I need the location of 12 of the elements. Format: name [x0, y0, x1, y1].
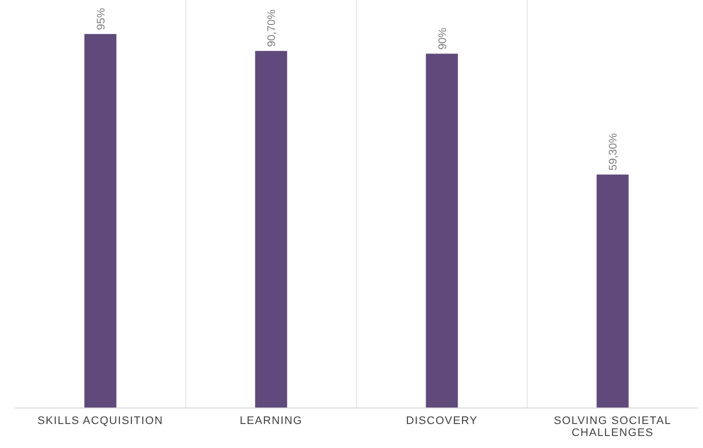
bar — [596, 174, 629, 408]
data-label: 90,70% — [266, 9, 278, 47]
data-label: 59,30% — [608, 133, 620, 171]
bar — [84, 34, 116, 408]
bar — [426, 54, 458, 408]
bar — [255, 50, 288, 408]
x-tick-label: LEARNING — [240, 415, 302, 427]
data-label: 95% — [95, 8, 108, 30]
x-tick-label: DISCOVERY — [406, 415, 478, 427]
x-tick-label: SKILLS ACQUISITION — [38, 415, 164, 427]
x-tick-label: SOLVING SOCIETAL CHALLENGES — [554, 415, 672, 439]
data-label: 90% — [436, 27, 449, 50]
